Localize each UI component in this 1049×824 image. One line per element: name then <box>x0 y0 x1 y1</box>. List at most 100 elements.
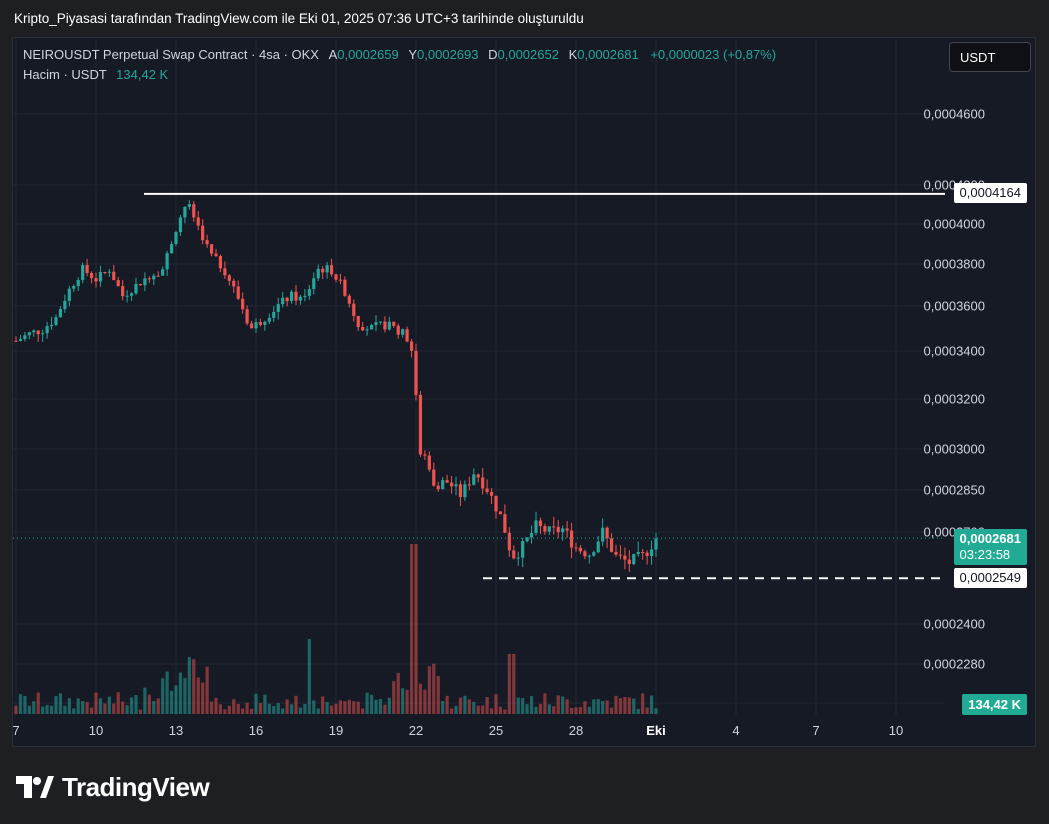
volume-bar <box>512 654 516 714</box>
volume-label[interactable]: Hacim · USDT <box>23 67 107 82</box>
candle-body <box>63 300 67 310</box>
candle-body <box>627 559 631 565</box>
volume-bar <box>89 707 94 714</box>
candle-body <box>272 311 276 318</box>
candle-body <box>307 289 311 296</box>
volume-bar <box>347 699 351 714</box>
price-label: 0,0003000 <box>923 441 985 457</box>
candle-body <box>343 279 347 296</box>
resistance-price-tag[interactable]: 0,0004164 <box>953 183 1027 203</box>
candle-body <box>529 532 534 538</box>
volume-bar <box>236 703 240 714</box>
candle-body <box>267 317 271 322</box>
candle-body <box>14 340 18 342</box>
candle-body <box>321 268 325 273</box>
volume-bar <box>116 692 120 714</box>
candle-body <box>125 295 129 297</box>
volume-bar <box>423 689 427 714</box>
volume-bar <box>58 693 63 714</box>
candle-body <box>392 321 396 326</box>
candle-body <box>636 551 640 555</box>
volume-bar <box>241 708 245 714</box>
symbol-legend: NEIROUSDT Perpetual Swap Contract · 4sa … <box>23 47 776 62</box>
volume-bar <box>196 677 200 714</box>
bar-countdown: 03:23:58 <box>959 547 1011 562</box>
volume-bar <box>494 694 498 714</box>
volume-bar <box>601 700 605 714</box>
volume-bar <box>23 695 27 714</box>
volume-bar <box>507 654 511 714</box>
volume-bar <box>276 703 280 714</box>
volume-bar <box>369 694 374 714</box>
volume-bar <box>578 707 583 714</box>
candle-body <box>312 278 316 290</box>
candle-body <box>521 541 525 558</box>
volume-bar <box>534 706 538 714</box>
volume-bar <box>192 659 196 714</box>
time-label: Eki <box>646 723 666 738</box>
tradingview-logo[interactable]: TradingView <box>16 772 210 802</box>
candle-body <box>649 549 654 556</box>
candle-body <box>107 271 111 273</box>
volume-bar <box>161 678 165 714</box>
candle-body <box>614 551 618 555</box>
chart-panel[interactable]: NEIROUSDT Perpetual Swap Contract · 4sa … <box>12 37 1036 747</box>
volume-bar <box>441 701 445 714</box>
current-price-tag[interactable]: 0,0002681 03:23:58 <box>953 529 1027 565</box>
candle-body <box>138 284 143 286</box>
symbol-name[interactable]: NEIROUSDT Perpetual Swap Contract · 4sa … <box>23 47 319 62</box>
low-key: D <box>488 47 498 62</box>
volume-bar <box>156 698 160 714</box>
candle-body <box>249 323 254 329</box>
volume-bar <box>636 708 640 714</box>
candle-body <box>374 322 378 326</box>
candle-body <box>289 291 294 302</box>
volume-bar <box>32 701 36 714</box>
volume-bar <box>538 703 543 714</box>
volume-bar <box>134 695 138 714</box>
candle-body <box>552 526 556 528</box>
support-price-tag[interactable]: 0,0002549 <box>953 568 1027 588</box>
volume-bar <box>223 709 227 714</box>
tradingview-logo-icon <box>16 776 54 798</box>
candle-body <box>214 253 218 256</box>
volume-bar <box>521 698 525 714</box>
time-label: 10 <box>888 723 904 738</box>
volume-bar <box>143 687 147 714</box>
price-chart[interactable] <box>13 38 1036 747</box>
price-label: 0,0002400 <box>923 616 985 632</box>
candle-body <box>498 511 503 515</box>
volume-bar <box>112 703 116 714</box>
high-value: 0,0002693 <box>417 47 479 62</box>
volume-legend: Hacim · USDT 134,42 K <box>23 67 168 82</box>
volume-bar <box>98 698 103 714</box>
candle-body <box>174 232 178 244</box>
volume-bar <box>641 693 645 714</box>
time-label: 7 <box>12 723 20 738</box>
volume-bar <box>552 706 556 714</box>
volume-bar <box>36 692 40 714</box>
close-value: 0,0002681 <box>577 47 639 62</box>
candle-body <box>76 280 80 287</box>
price-label: 0,0003800 <box>923 256 985 272</box>
candle-body <box>361 326 365 331</box>
candle-body <box>178 217 183 233</box>
volume-bar <box>498 706 503 714</box>
volume-bar <box>547 704 551 714</box>
volume-bar <box>312 700 316 714</box>
time-label: 25 <box>488 723 504 738</box>
volume-bar <box>254 693 258 714</box>
candle-body <box>596 541 600 553</box>
volume-bar <box>338 700 343 714</box>
time-label: 22 <box>408 723 424 738</box>
currency-button[interactable]: USDT <box>949 42 1031 72</box>
candle-body <box>85 264 89 274</box>
candle-body <box>436 485 440 490</box>
volume-bar <box>627 697 631 714</box>
volume-bar <box>107 696 111 714</box>
candle-body <box>525 537 529 542</box>
candle-body <box>276 304 280 312</box>
candle-body <box>241 298 245 310</box>
volume-bar <box>85 702 89 714</box>
price-label: 0,0002850 <box>923 482 985 498</box>
